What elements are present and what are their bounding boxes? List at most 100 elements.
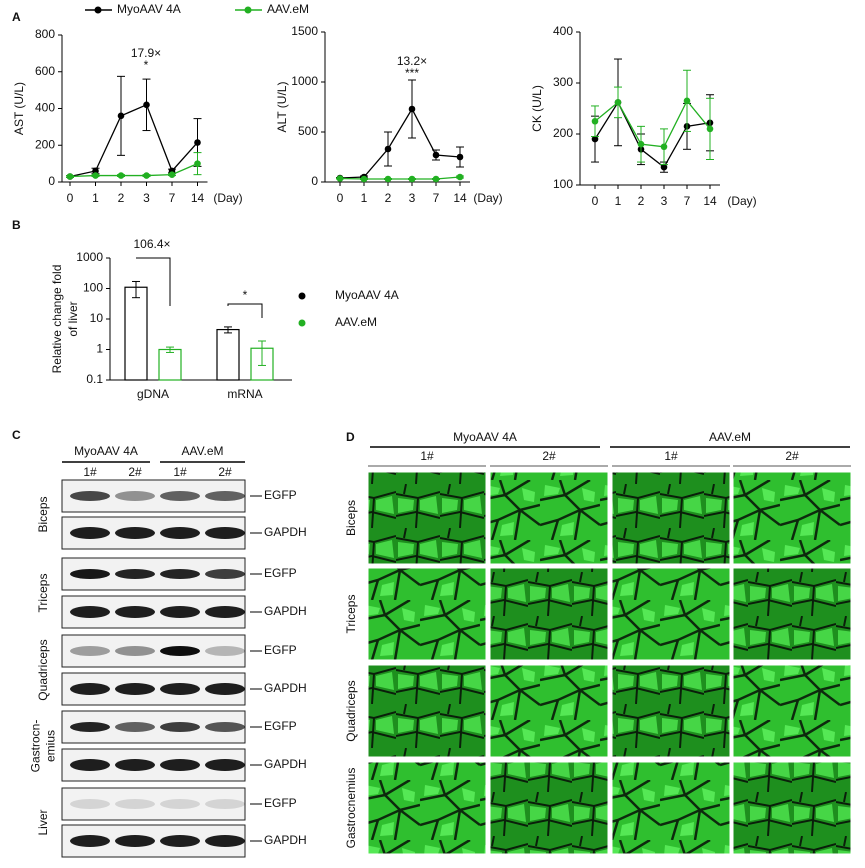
blot-band — [115, 646, 155, 656]
y-tick-label: 600 — [35, 64, 55, 78]
point — [706, 125, 714, 133]
blot-band — [115, 569, 155, 579]
micrograph — [611, 567, 731, 661]
blot-band — [205, 835, 245, 847]
blot-band — [205, 759, 245, 771]
point — [591, 117, 599, 125]
band-label: GAPDH — [264, 525, 307, 539]
blot-band — [205, 491, 245, 501]
tissue-label: Gastrocn- — [29, 720, 43, 773]
tissue-label: emius — [44, 730, 58, 762]
row-label: Triceps — [344, 595, 358, 634]
point — [432, 151, 440, 159]
point — [660, 143, 668, 151]
point — [66, 173, 74, 180]
micrograph — [611, 471, 731, 565]
x-tick-label: 3 — [409, 191, 416, 205]
column-label: 2# — [542, 449, 556, 463]
y-tick-label: 500 — [298, 124, 318, 138]
micrograph — [489, 567, 609, 661]
x-tick-label: 7 — [169, 191, 176, 205]
blot-band — [205, 722, 245, 732]
y-tick-label: 0 — [48, 174, 55, 188]
panel-letter: D — [346, 430, 355, 444]
panel-letter: B — [12, 218, 21, 232]
annotation: * — [144, 58, 149, 72]
x-axis-label: (Day) — [473, 191, 502, 205]
blot-band — [205, 569, 245, 579]
band-label: GAPDH — [264, 681, 307, 695]
micrograph — [732, 471, 852, 565]
x-tick-label: 3 — [661, 194, 668, 208]
micrograph — [489, 664, 609, 758]
blot-band — [160, 646, 200, 656]
x-tick-label: 14 — [191, 191, 205, 205]
point — [408, 105, 416, 113]
band-label: GAPDH — [264, 604, 307, 618]
blot-strip — [61, 787, 246, 821]
band-label: EGFP — [264, 488, 297, 502]
bracket — [227, 303, 263, 318]
y-tick-label: 1500 — [291, 24, 318, 38]
annotation: 106.4× — [133, 237, 170, 251]
x-axis-label: (Day) — [727, 194, 756, 208]
micrograph — [732, 761, 852, 855]
lane-label: 2# — [218, 465, 232, 479]
band-label: EGFP — [264, 566, 297, 580]
group-label: AAV.eM — [181, 444, 223, 458]
bracket — [136, 257, 171, 306]
band-label: EGFP — [264, 796, 297, 810]
blot-band — [160, 491, 200, 501]
legend-marker — [298, 292, 306, 300]
x-tick-label: 1 — [615, 194, 622, 208]
y-tick-label: 10 — [90, 311, 104, 325]
point — [456, 173, 464, 181]
point — [408, 175, 416, 183]
x-tick-label: 7 — [433, 191, 440, 205]
blot-band — [205, 799, 245, 809]
group-label: MyoAAV 4A — [453, 430, 517, 444]
blot-strip — [61, 634, 246, 668]
annotation: 13.2× — [397, 54, 427, 68]
blot-band — [115, 799, 155, 809]
point — [432, 175, 440, 183]
blot-band — [205, 646, 245, 656]
micrograph — [367, 567, 487, 661]
x-tick-label: gDNA — [137, 387, 169, 401]
x-tick-label: 0 — [592, 194, 599, 208]
bar — [124, 286, 148, 381]
y-tick-label: 300 — [553, 75, 573, 89]
annotation: *** — [405, 66, 419, 80]
point — [360, 175, 368, 183]
x-tick-label: 1 — [92, 191, 99, 205]
point — [660, 163, 668, 171]
tissue-label: Liver — [36, 809, 50, 835]
point — [143, 172, 150, 179]
y-tick-label: 100 — [83, 281, 103, 295]
band-label: EGFP — [264, 643, 297, 657]
line — [69, 103, 198, 178]
micrograph — [732, 664, 852, 758]
y-tick-label: 400 — [35, 101, 55, 115]
axis — [109, 258, 292, 381]
micrograph — [367, 664, 487, 758]
x-tick-label: mRNA — [227, 387, 262, 401]
blot-band — [160, 799, 200, 809]
point — [168, 171, 176, 178]
lane-label: 2# — [128, 465, 142, 479]
point — [92, 167, 99, 175]
y-axis-label: CK (U/L) — [530, 85, 544, 132]
lane-label: 1# — [83, 465, 97, 479]
y-axis-label: AST (U/L) — [12, 82, 26, 135]
micrograph — [489, 471, 609, 565]
blot-band — [70, 835, 110, 847]
tissue-label: Triceps — [36, 574, 50, 613]
blot-band — [115, 527, 155, 539]
bar — [158, 348, 182, 381]
legend-marker — [244, 6, 252, 14]
legend-label: AAV.eM — [267, 2, 309, 16]
point — [614, 99, 622, 106]
blot-band — [70, 799, 110, 809]
x-tick-label: 2 — [638, 194, 645, 208]
